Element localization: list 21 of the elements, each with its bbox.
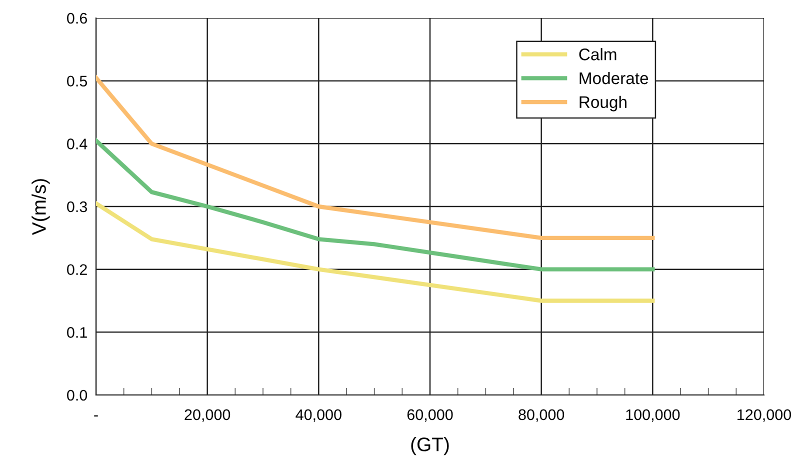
x-tick-label: - bbox=[94, 415, 98, 416]
x-axis-title: (GT) bbox=[411, 437, 449, 456]
x-tick-label: 20,000 bbox=[184, 409, 230, 422]
x-tick-label: 100,000 bbox=[626, 409, 680, 422]
y-tick-label: 0.0 bbox=[67, 390, 88, 401]
y-axis-title: V(m/s) bbox=[32, 179, 50, 236]
y-tick-label: 0.1 bbox=[67, 327, 87, 338]
line-series bbox=[96, 138, 655, 272]
x-tick-label: 40,000 bbox=[296, 409, 342, 422]
y-tick-label: 0.3 bbox=[67, 201, 87, 212]
y-tick-label: 0.4 bbox=[67, 138, 88, 150]
line-series bbox=[96, 201, 655, 303]
legend-label: Moderate bbox=[580, 72, 648, 84]
y-tick-label: 0.5 bbox=[67, 76, 88, 87]
legend-label: Calm bbox=[579, 48, 616, 60]
y-tick-label: 0.6 bbox=[67, 12, 87, 24]
x-tick-label: 120,000 bbox=[738, 409, 792, 422]
y-tick-label: 0.2 bbox=[67, 264, 87, 276]
x-tick-label: 60,000 bbox=[407, 409, 453, 422]
x-tick-label: 80,000 bbox=[518, 409, 564, 422]
legend-label: Rough bbox=[580, 96, 626, 112]
